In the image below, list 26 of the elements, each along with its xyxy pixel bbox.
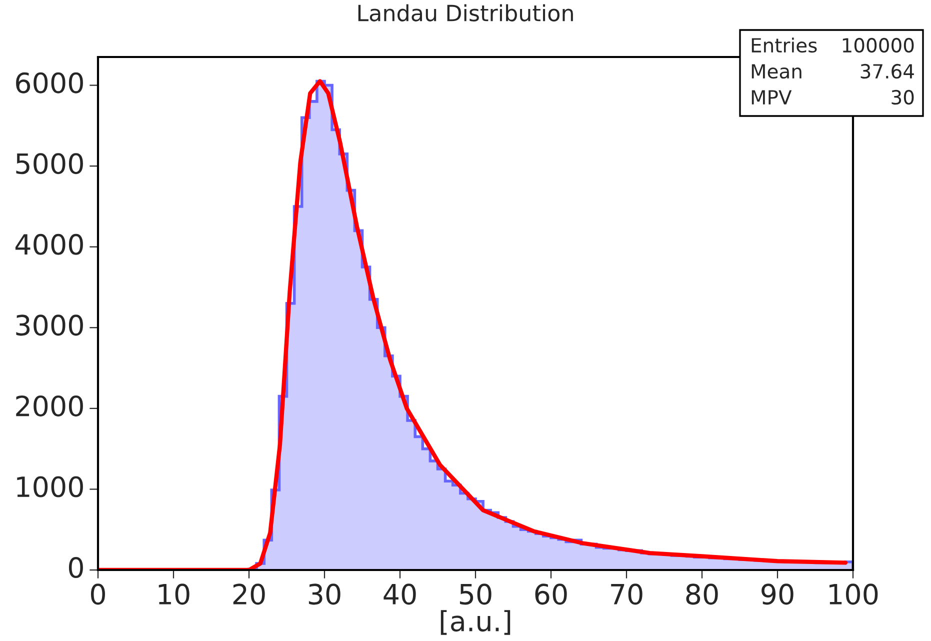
x-tick-label: 80 [686,584,718,605]
y-tick-label: 4000 [15,234,83,255]
x-tick-label: 70 [611,584,642,605]
y-tick-label: 6000 [16,72,83,94]
text: 100000 [842,38,914,53]
y-tick-label: 5000 [16,153,83,174]
x-tick-label: 60 [535,584,567,605]
text: Entries [752,38,817,53]
y-tick-label: 3000 [16,314,83,336]
text: 30 [892,90,914,105]
x-tick-label: 30 [308,584,340,605]
x-tick-label: 90 [762,584,794,605]
x-axis-title: [a.u.] [440,610,510,635]
text: 37.64 [860,64,914,79]
y-tick-label: 0 [68,557,83,578]
y-tick-label: 2000 [16,395,83,416]
y-tick-label: 1000 [17,476,83,498]
x-tick-label: 20 [233,584,265,605]
chart-title: Landau Distribution [358,4,573,22]
x-tick-label: 10 [158,584,190,605]
x-tick-label: 0 [90,584,105,605]
x-tick-label: 100 [830,584,878,605]
x-tick-label: 50 [460,584,492,605]
x-tick-label: 40 [384,584,416,605]
annotation: MPV [752,90,792,104]
annotation: Mean [752,64,802,79]
